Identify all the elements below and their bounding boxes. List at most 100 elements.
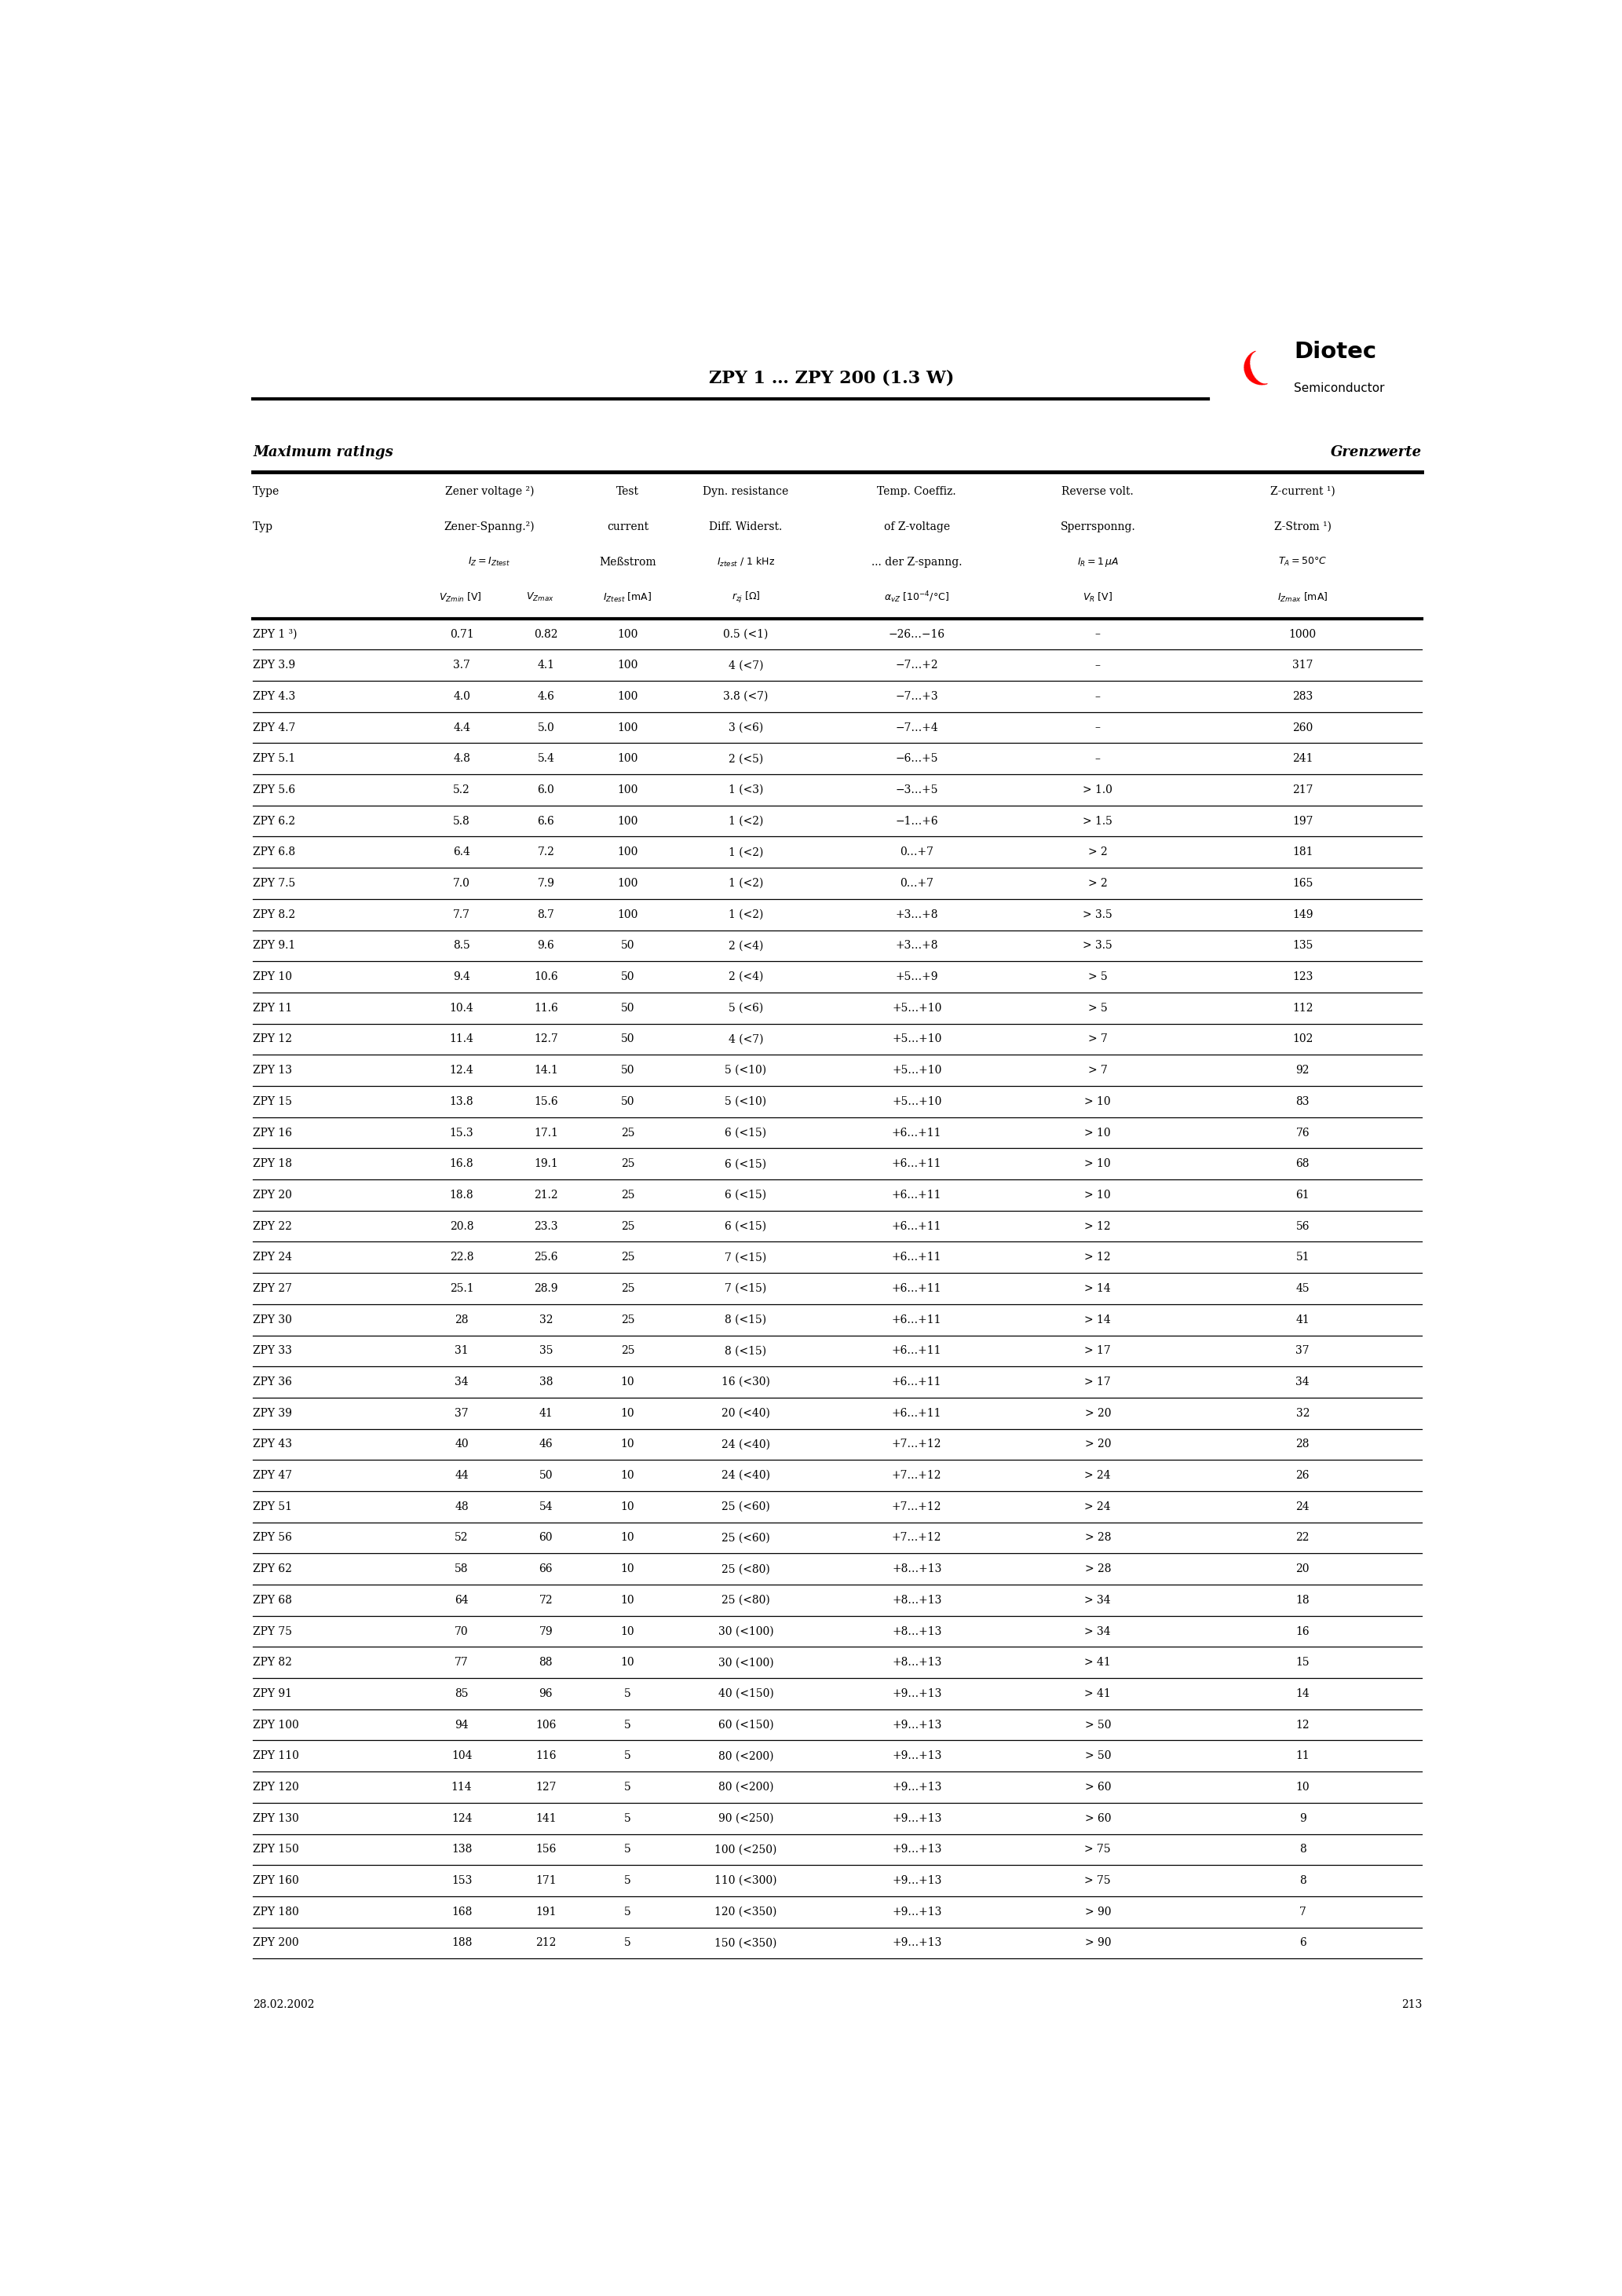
- Text: 0…+7: 0…+7: [900, 877, 934, 889]
- Text: 11.4: 11.4: [449, 1033, 474, 1045]
- Text: 10: 10: [621, 1407, 634, 1419]
- Text: 94: 94: [454, 1720, 469, 1731]
- Text: 156: 156: [535, 1844, 556, 1855]
- Text: 14: 14: [1296, 1688, 1309, 1699]
- Text: ZPY 200: ZPY 200: [253, 1938, 298, 1949]
- Text: 0.71: 0.71: [449, 629, 474, 641]
- Text: ZPY 150: ZPY 150: [253, 1844, 298, 1855]
- Text: 0…+7: 0…+7: [900, 847, 934, 859]
- Text: +9…+13: +9…+13: [892, 1876, 942, 1887]
- Text: ZPY 56: ZPY 56: [253, 1531, 292, 1543]
- Text: ZPY 6.8: ZPY 6.8: [253, 847, 295, 859]
- Text: 66: 66: [539, 1564, 553, 1575]
- Text: 16 (<30): 16 (<30): [722, 1378, 770, 1387]
- Text: +7…+12: +7…+12: [892, 1469, 942, 1481]
- Text: > 7: > 7: [1088, 1033, 1108, 1045]
- Text: ZPY 130: ZPY 130: [253, 1814, 298, 1823]
- Text: 50: 50: [539, 1469, 553, 1481]
- Text: 21.2: 21.2: [534, 1189, 558, 1201]
- Text: > 12: > 12: [1085, 1221, 1111, 1231]
- Text: 100: 100: [618, 659, 637, 670]
- Text: 25.1: 25.1: [449, 1283, 474, 1295]
- Text: 90 (<250): 90 (<250): [719, 1814, 774, 1823]
- Text: 10: 10: [621, 1502, 634, 1513]
- Text: 34: 34: [1296, 1378, 1309, 1387]
- Text: 4.6: 4.6: [537, 691, 555, 703]
- Text: > 5: > 5: [1088, 1003, 1108, 1013]
- Text: 4 (<7): 4 (<7): [728, 1033, 764, 1045]
- Text: > 50: > 50: [1085, 1720, 1111, 1731]
- Text: 52: 52: [454, 1531, 469, 1543]
- Text: ZPY 5.1: ZPY 5.1: [253, 753, 295, 765]
- Text: > 20: > 20: [1085, 1407, 1111, 1419]
- Text: 60 (<150): 60 (<150): [719, 1720, 774, 1731]
- Text: 191: 191: [535, 1906, 556, 1917]
- Text: −3…+5: −3…+5: [895, 785, 938, 794]
- Text: –: –: [1095, 721, 1100, 732]
- Text: 45: 45: [1296, 1283, 1309, 1295]
- Text: 25 (<60): 25 (<60): [722, 1531, 770, 1543]
- Text: > 10: > 10: [1085, 1127, 1111, 1139]
- Text: +9…+13: +9…+13: [892, 1782, 942, 1793]
- Text: ZPY 180: ZPY 180: [253, 1906, 298, 1917]
- Text: 38: 38: [539, 1378, 553, 1387]
- Text: 100 (<250): 100 (<250): [715, 1844, 777, 1855]
- Text: 138: 138: [451, 1844, 472, 1855]
- Text: 76: 76: [1296, 1127, 1309, 1139]
- Text: 212: 212: [535, 1938, 556, 1949]
- Text: ZPY 8.2: ZPY 8.2: [253, 909, 295, 921]
- Text: 16.8: 16.8: [449, 1159, 474, 1169]
- Text: +5…+9: +5…+9: [895, 971, 938, 983]
- Text: > 75: > 75: [1085, 1844, 1111, 1855]
- Text: 7.9: 7.9: [537, 877, 555, 889]
- Text: ZPY 24: ZPY 24: [253, 1251, 292, 1263]
- Text: Type: Type: [253, 487, 281, 496]
- Text: > 10: > 10: [1085, 1189, 1111, 1201]
- Text: Meßstrom: Meßstrom: [599, 556, 657, 567]
- Text: +5…+10: +5…+10: [892, 1003, 942, 1013]
- Text: ZPY 110: ZPY 110: [253, 1750, 298, 1761]
- Text: +6…+11: +6…+11: [892, 1283, 942, 1295]
- Text: ZPY 43: ZPY 43: [253, 1440, 292, 1449]
- Text: > 10: > 10: [1085, 1159, 1111, 1169]
- Text: 25: 25: [621, 1189, 634, 1201]
- Text: ZPY 100: ZPY 100: [253, 1720, 298, 1731]
- Text: −7…+2: −7…+2: [895, 659, 938, 670]
- Text: ZPY 62: ZPY 62: [253, 1564, 292, 1575]
- Text: 5: 5: [624, 1844, 631, 1855]
- Text: ZPY 75: ZPY 75: [253, 1626, 292, 1637]
- Text: 1000: 1000: [1289, 629, 1317, 641]
- Text: > 3.5: > 3.5: [1083, 909, 1113, 921]
- Text: ZPY 18: ZPY 18: [253, 1159, 292, 1169]
- Text: 8: 8: [1299, 1876, 1306, 1887]
- Text: +7…+12: +7…+12: [892, 1531, 942, 1543]
- Text: −1…+6: −1…+6: [895, 815, 938, 827]
- Text: ZPY 20: ZPY 20: [253, 1189, 292, 1201]
- Text: 18: 18: [1296, 1596, 1309, 1605]
- Text: +7…+12: +7…+12: [892, 1440, 942, 1449]
- Text: 5.0: 5.0: [537, 721, 555, 732]
- Text: Dyn. resistance: Dyn. resistance: [702, 487, 788, 496]
- Text: 16: 16: [1296, 1626, 1309, 1637]
- Text: 2 (<4): 2 (<4): [728, 941, 764, 951]
- Text: ZPY 16: ZPY 16: [253, 1127, 292, 1139]
- Text: 6.6: 6.6: [537, 815, 555, 827]
- Text: 127: 127: [535, 1782, 556, 1793]
- Text: 0.5 (<1): 0.5 (<1): [723, 629, 769, 641]
- Text: Semiconductor: Semiconductor: [1294, 383, 1385, 395]
- Text: 64: 64: [454, 1596, 469, 1605]
- Text: +3…+8: +3…+8: [895, 909, 938, 921]
- Text: –: –: [1095, 659, 1100, 670]
- Text: 7: 7: [1299, 1906, 1306, 1917]
- Text: > 41: > 41: [1085, 1688, 1111, 1699]
- Text: –: –: [1095, 691, 1100, 703]
- Text: > 14: > 14: [1085, 1283, 1111, 1295]
- Text: 165: 165: [1293, 877, 1314, 889]
- Text: 7.0: 7.0: [453, 877, 470, 889]
- Text: 25 (<60): 25 (<60): [722, 1502, 770, 1513]
- Text: 22.8: 22.8: [449, 1251, 474, 1263]
- Text: +8…+13: +8…+13: [892, 1596, 942, 1605]
- Text: +6…+11: +6…+11: [892, 1251, 942, 1263]
- Text: 68: 68: [1296, 1159, 1309, 1169]
- Text: 14.1: 14.1: [534, 1065, 558, 1077]
